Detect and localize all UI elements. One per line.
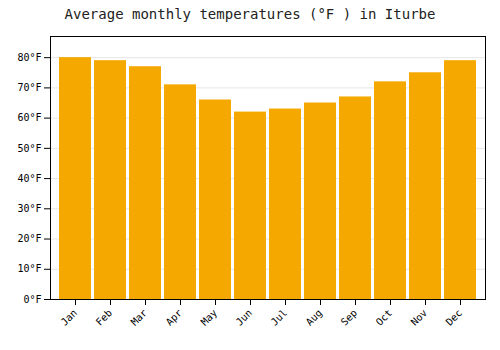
svg-text:Dec: Dec <box>444 307 465 328</box>
svg-text:Nov: Nov <box>409 307 430 328</box>
html-text:Average monthly temperatures (: Average monthly temperatures (°F ) in It… <box>64 6 436 22</box>
svg-text:30°F: 30°F <box>17 203 41 214</box>
svg-text:40°F: 40°F <box>17 173 41 184</box>
svg-text:Feb: Feb <box>94 307 115 328</box>
svg-text:Jul: Jul <box>269 307 290 328</box>
svg-text:Oct: Oct <box>374 307 395 328</box>
svg-text:Sep: Sep <box>339 307 360 328</box>
svg-text:Jun: Jun <box>234 307 255 328</box>
svg-text:50°F: 50°F <box>17 143 41 154</box>
svg-text:Aug: Aug <box>304 307 325 328</box>
svg-text:10°F: 10°F <box>17 263 41 274</box>
svg-text:80°F: 80°F <box>17 52 41 63</box>
svg-text:Apr: Apr <box>164 307 185 328</box>
svg-text:May: May <box>199 307 220 328</box>
svg-text:20°F: 20°F <box>17 233 41 244</box>
svg-text:70°F: 70°F <box>17 82 41 93</box>
svg-text:Jan: Jan <box>59 307 80 328</box>
svg-text:60°F: 60°F <box>17 112 41 123</box>
svg-text:Mar: Mar <box>129 307 150 328</box>
svg-text:0°F: 0°F <box>23 294 41 305</box>
